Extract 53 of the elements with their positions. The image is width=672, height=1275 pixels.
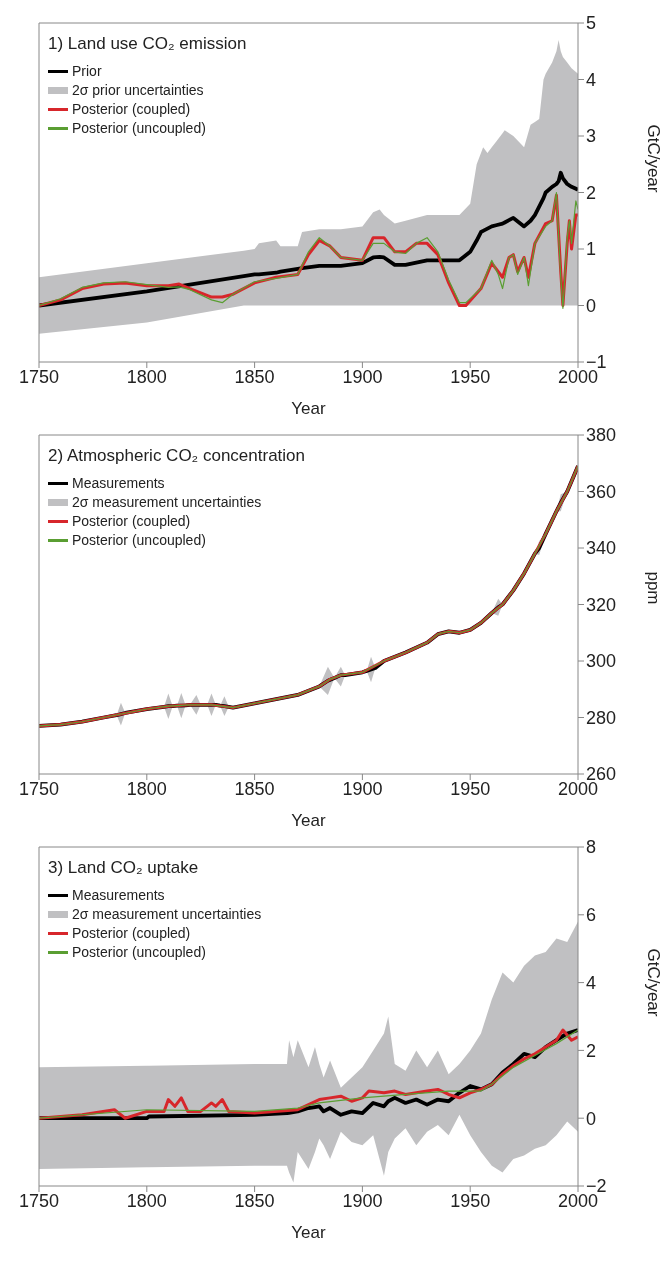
- y-tick-label: 280: [586, 707, 617, 728]
- y-tick-label: 2: [586, 1040, 597, 1061]
- legend-label: Posterior (uncoupled): [72, 119, 206, 138]
- y-tick-label: 340: [586, 538, 617, 559]
- y-tick-label: 2: [586, 182, 597, 203]
- legend-label: Posterior (uncoupled): [72, 531, 206, 550]
- x-tick-label: 1800: [126, 366, 167, 387]
- y-tick-label: 5: [586, 13, 597, 34]
- legend-label: Posterior (coupled): [72, 512, 191, 531]
- x-tick-label: 1900: [342, 778, 383, 799]
- y-tick-label: 320: [586, 594, 617, 615]
- x-tick-label: 1750: [18, 366, 60, 387]
- y-axis-title: GtC/year: [643, 948, 663, 1017]
- y-tick-label: 4: [586, 69, 597, 90]
- x-tick-label: 1800: [126, 778, 167, 799]
- x-tick-label: 1900: [342, 366, 383, 387]
- x-tick-label: 1750: [18, 1190, 60, 1211]
- text: 1) Land use CO₂ emission: [48, 34, 247, 54]
- x-tick-label: 1800: [126, 1190, 167, 1211]
- legend-label: Posterior (coupled): [72, 924, 191, 943]
- y-axis-title: GtC/year: [643, 124, 663, 193]
- text: 2) Atmospheric CO₂ concentration: [48, 446, 305, 466]
- x-tick-label: 1900: [342, 1190, 383, 1211]
- annotation: 2σ prior uncertainties: [72, 81, 204, 100]
- x-tick-label: 1850: [234, 778, 275, 799]
- x-tick-label: 1750: [18, 778, 60, 799]
- x-axis-title: Year: [291, 399, 327, 418]
- annotation: 2σ measurement uncertainties: [72, 493, 262, 512]
- x-tick-label: 1950: [450, 778, 491, 799]
- y-tick-label: 8: [586, 837, 597, 858]
- legend-label: Measurements: [72, 886, 165, 905]
- y-tick-label: 380: [586, 425, 617, 446]
- y-tick-label: 0: [586, 1108, 597, 1129]
- x-tick-label: 1950: [450, 1190, 491, 1211]
- x-tick-label: 1850: [234, 366, 275, 387]
- legend-label: Posterior (uncoupled): [72, 943, 206, 962]
- y-tick-label: 1: [586, 239, 597, 260]
- y-tick-label: 360: [586, 481, 617, 502]
- legend-label: Prior: [72, 62, 102, 81]
- annotation: 2σ measurement uncertainties: [72, 905, 262, 924]
- x-axis-title: Year: [291, 1223, 327, 1242]
- y-axis-title: ppm: [643, 571, 663, 605]
- legend-label: Measurements: [72, 474, 165, 493]
- y-tick-label: 4: [586, 972, 597, 993]
- y-tick-label: 3: [586, 126, 597, 147]
- y-tick-label: 300: [586, 651, 617, 672]
- y-tick-label: 0: [586, 295, 597, 316]
- x-tick-label: 1950: [450, 366, 491, 387]
- y-tick-label: 6: [586, 905, 597, 926]
- x-tick-label: 1850: [234, 1190, 275, 1211]
- text: 3) Land CO₂ uptake: [48, 858, 200, 878]
- x-axis-title: Year: [291, 811, 327, 830]
- legend-label: Posterior (coupled): [72, 100, 191, 119]
